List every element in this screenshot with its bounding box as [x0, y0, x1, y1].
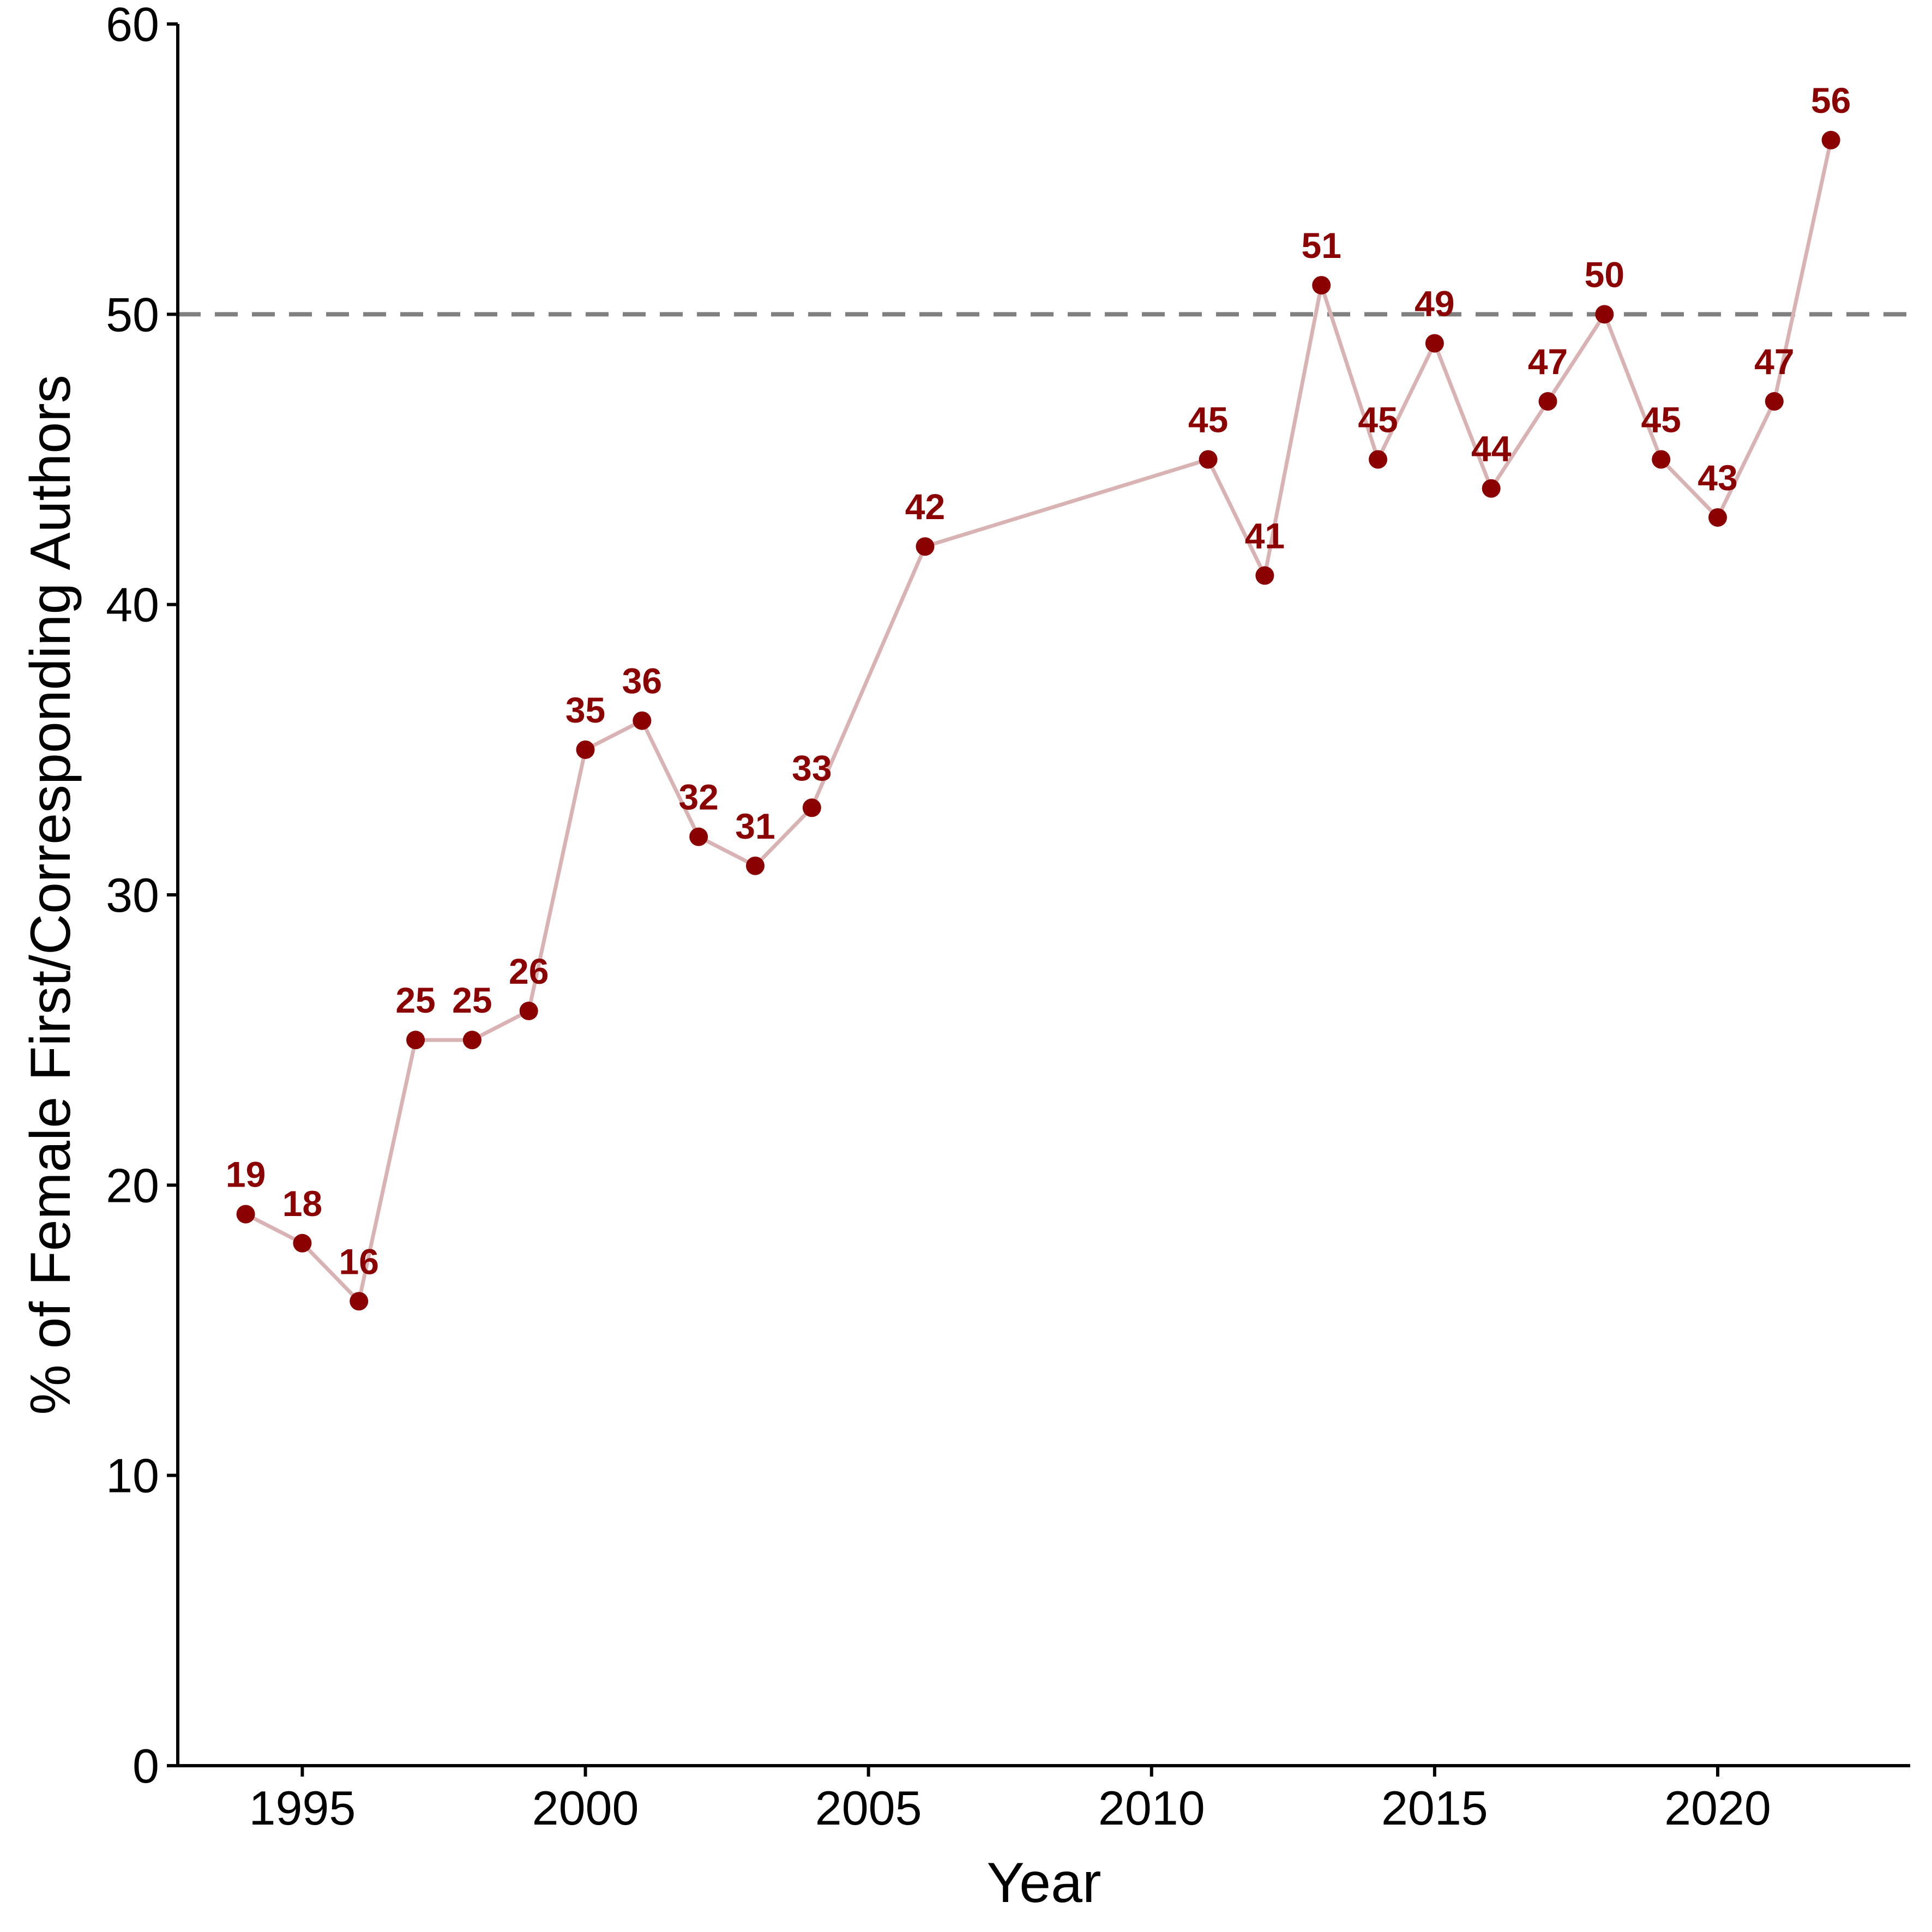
- data-point: [1595, 305, 1614, 324]
- y-tick-label: 60: [106, 0, 159, 51]
- data-point: [1652, 450, 1671, 469]
- data-label: 16: [339, 1241, 379, 1281]
- y-tick-label: 50: [106, 287, 159, 341]
- x-tick-label: 2000: [532, 1781, 639, 1835]
- data-label: 25: [452, 980, 492, 1020]
- data-point: [236, 1205, 255, 1224]
- data-labels: 19 18 16 25 25 26 35 36 32 31 33 42 45 41 51 45 49 44 47 50…: [226, 80, 1851, 1281]
- data-points: [236, 130, 1840, 1311]
- y-tick-label: 20: [106, 1158, 159, 1212]
- data-point: [576, 740, 595, 759]
- data-point: [519, 1001, 538, 1020]
- data-point: [746, 856, 765, 875]
- data-label: 45: [1358, 400, 1398, 440]
- x-tick-label: 2015: [1381, 1781, 1488, 1835]
- data-label: 41: [1245, 515, 1285, 556]
- y-tick-label: 40: [106, 578, 159, 632]
- data-label: 26: [509, 951, 549, 991]
- x-axis-ticks: 1995 2000 2005 2010 2015 2020: [249, 1766, 1771, 1835]
- y-axis-title: % of Female First/Corresponding Authors: [19, 375, 82, 1415]
- data-label: 42: [905, 486, 945, 527]
- data-point: [1765, 392, 1784, 411]
- y-tick-label: 10: [106, 1449, 159, 1503]
- data-label: 33: [792, 748, 832, 788]
- y-tick-label: 30: [106, 868, 159, 922]
- data-label: 50: [1585, 254, 1624, 294]
- series-line: [245, 140, 1833, 1303]
- data-point: [633, 711, 652, 730]
- data-label: 47: [1754, 341, 1794, 382]
- data-label: 47: [1528, 341, 1568, 382]
- y-axis-ticks: 0 10 20 30 40 50 60: [106, 0, 178, 1793]
- data-label: 18: [282, 1183, 322, 1224]
- data-label: 45: [1641, 400, 1681, 440]
- data-label: 56: [1811, 80, 1851, 121]
- y-tick-label: 0: [133, 1739, 159, 1793]
- data-label: 31: [735, 806, 775, 846]
- x-axis-title: Year: [986, 1851, 1101, 1915]
- data-point: [350, 1292, 369, 1311]
- data-point: [462, 1031, 482, 1050]
- x-tick-label: 2010: [1098, 1781, 1205, 1835]
- data-point: [406, 1031, 425, 1050]
- data-point: [1821, 130, 1840, 149]
- x-tick-label: 1995: [249, 1781, 356, 1835]
- data-point: [1312, 276, 1331, 295]
- data-point: [802, 798, 821, 817]
- data-point: [1199, 450, 1218, 469]
- data-label: 51: [1302, 225, 1341, 266]
- data-point: [1708, 508, 1727, 527]
- data-label: 43: [1698, 458, 1737, 498]
- data-point: [1482, 479, 1501, 498]
- data-point: [1255, 566, 1274, 585]
- data-label: 36: [622, 661, 662, 701]
- data-point: [916, 537, 935, 556]
- data-label: 25: [395, 980, 435, 1020]
- x-tick-label: 2020: [1664, 1781, 1771, 1835]
- data-label: 45: [1188, 400, 1228, 440]
- data-point: [1538, 392, 1557, 411]
- data-point: [1369, 450, 1388, 469]
- data-point: [293, 1233, 312, 1253]
- data-label: 32: [678, 777, 718, 817]
- data-label: 19: [226, 1154, 266, 1195]
- data-point: [1425, 334, 1444, 353]
- data-point: [689, 827, 708, 846]
- data-label: 44: [1471, 429, 1512, 469]
- data-label: 49: [1415, 284, 1454, 324]
- data-label: 35: [565, 690, 605, 730]
- x-tick-label: 2005: [815, 1781, 922, 1835]
